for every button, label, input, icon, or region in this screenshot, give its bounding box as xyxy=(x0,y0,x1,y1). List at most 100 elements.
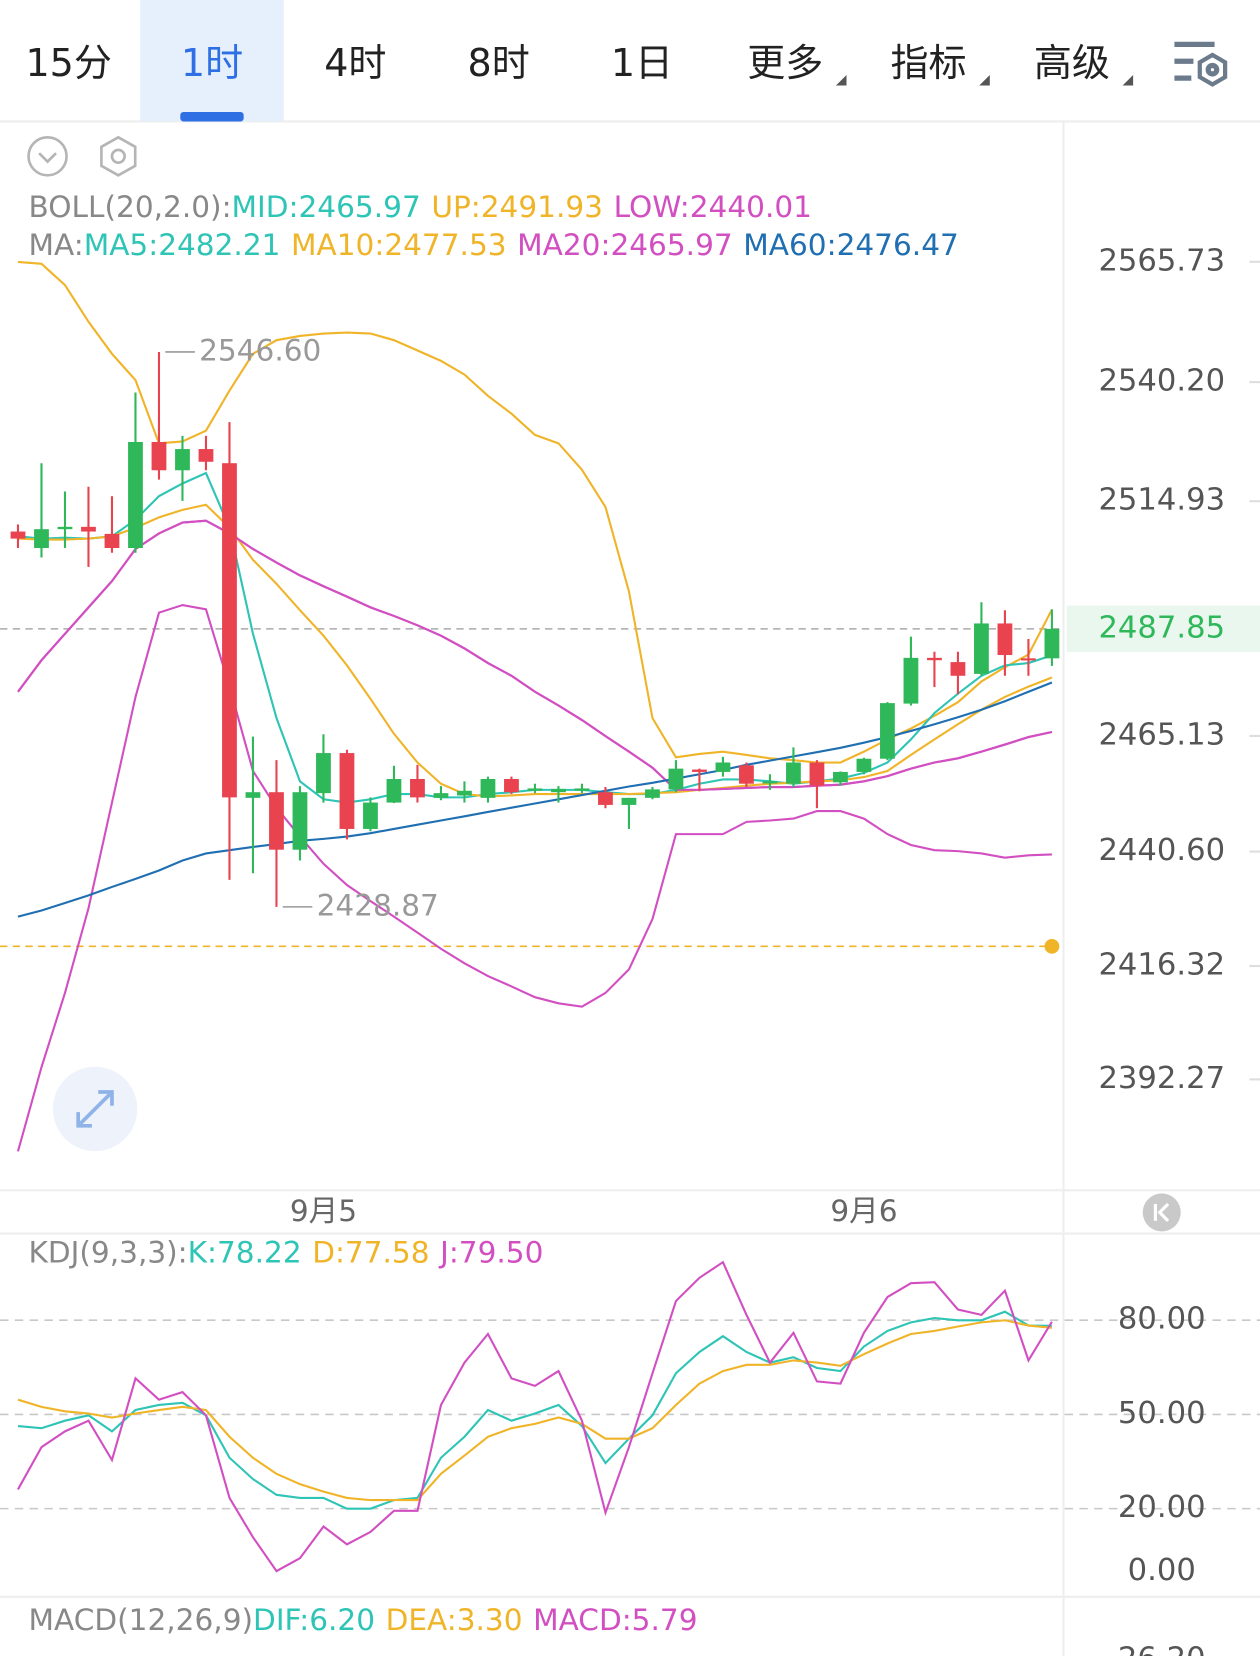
candle-body xyxy=(621,797,637,805)
dropdown-caret xyxy=(979,74,990,86)
tab[interactable]: 1时 xyxy=(181,41,243,85)
boll-line xyxy=(16,603,1052,1152)
candle-body xyxy=(833,771,848,783)
candle-body xyxy=(739,765,754,784)
y-tick-label: 2540.20 xyxy=(1098,364,1225,399)
candle-body xyxy=(222,463,237,798)
tab[interactable]: 1日 xyxy=(611,41,673,85)
legend-item: J:79.50 xyxy=(438,1235,543,1269)
legend-item: MID:2465.97 xyxy=(232,190,421,224)
boll-line xyxy=(17,519,1053,791)
candle-body xyxy=(1044,628,1060,659)
candle-body xyxy=(34,529,49,549)
collapse-button[interactable] xyxy=(27,135,68,177)
candle-body xyxy=(762,781,778,784)
y-tick-label: 50.00 xyxy=(1118,1396,1206,1431)
legend-item: K:78.22 xyxy=(188,1235,302,1269)
ma-line xyxy=(17,503,1053,798)
candle-body xyxy=(339,753,355,829)
candle-body xyxy=(480,778,496,798)
candle-body xyxy=(527,788,543,791)
candle-body xyxy=(245,792,261,798)
dropdown-caret xyxy=(835,74,847,86)
legend-prefix: MA: xyxy=(29,228,84,262)
legend-prefix: KDJ(9,3,3): xyxy=(29,1235,188,1269)
chart-settings-button[interactable] xyxy=(100,135,137,177)
candle-body xyxy=(292,792,308,850)
tab[interactable]: 更多 xyxy=(747,41,823,85)
kdj-line xyxy=(17,1310,1052,1510)
candle-body xyxy=(363,802,378,829)
indicator-legend: KDJ(9,3,3):K:78.22 D:77.58 J:79.50 xyxy=(29,1235,544,1269)
candle-body xyxy=(410,778,425,798)
candle-body xyxy=(903,657,919,704)
y-tick-label: 2416.32 xyxy=(1098,948,1225,983)
legend-prefix: MACD(12,26,9) xyxy=(29,1603,254,1637)
candle-body xyxy=(715,762,731,772)
y-tick-label: 2565.73 xyxy=(1098,243,1225,278)
candle-body xyxy=(175,449,190,471)
candle-body xyxy=(645,789,660,798)
scroll-latest-button[interactable] xyxy=(1142,1193,1181,1232)
candle-body xyxy=(104,533,120,549)
candle-body xyxy=(997,623,1013,656)
tab[interactable]: 4时 xyxy=(324,41,386,85)
tab[interactable]: 15分 xyxy=(25,41,111,85)
candle-body xyxy=(668,768,684,790)
legend-item: MACD:5.79 xyxy=(533,1603,697,1637)
candle-body xyxy=(950,662,966,676)
candle-body xyxy=(386,778,402,803)
y-tick-label: 2392.27 xyxy=(1098,1061,1225,1096)
boll-line xyxy=(17,260,1053,764)
candle-body xyxy=(856,758,872,772)
candle-body xyxy=(974,623,989,674)
legend-item: UP:2491.93 xyxy=(431,190,603,224)
x-tick-label: 9月6 xyxy=(830,1194,897,1228)
candle-body xyxy=(504,778,519,793)
tab[interactable]: 高级 xyxy=(1034,41,1110,85)
candle-body xyxy=(692,769,707,772)
candle-body xyxy=(927,657,942,661)
candle-body xyxy=(316,753,331,794)
ma-line xyxy=(17,519,1053,791)
legend-prefix: BOLL(20,2.0): xyxy=(29,190,232,224)
candle-body xyxy=(81,526,96,532)
legend-item: DIF:6.20 xyxy=(253,1603,375,1637)
candle-body xyxy=(457,790,472,796)
legend-item: MA20:2465.97 xyxy=(517,228,733,262)
indicator-legend: MA:MA5:2482.21 MA10:2477.53 MA20:2465.97 MA… xyxy=(29,228,959,262)
fullscreen-button[interactable] xyxy=(52,1066,138,1152)
candle-body xyxy=(1021,658,1036,661)
last-price-tag xyxy=(1066,605,1260,653)
kdj-line xyxy=(17,1319,1053,1502)
legend-item: MA5:2482.21 xyxy=(84,228,281,262)
kdj-line xyxy=(17,1260,1053,1573)
last-price-label: 2487.85 xyxy=(1098,610,1225,645)
active-tab-background xyxy=(140,0,284,122)
extreme-label: 2428.87 xyxy=(317,888,439,922)
active-tab-indicator xyxy=(180,111,244,122)
tab[interactable]: 8时 xyxy=(468,41,530,85)
candle-body xyxy=(880,703,895,759)
candle-body xyxy=(574,788,590,791)
settings-icon[interactable] xyxy=(1174,41,1228,87)
ma-line xyxy=(17,681,1053,918)
candle-body xyxy=(551,788,566,793)
candle-body xyxy=(198,449,214,462)
candle-body xyxy=(809,762,825,786)
indicator-legend: MACD(12,26,9)DIF:6.20 DEA:3.30 MACD:5.79 xyxy=(29,1603,698,1637)
y-tick-label: 2465.13 xyxy=(1098,717,1225,752)
candle-body xyxy=(128,441,143,549)
y-tick-label: 26.20 xyxy=(1118,1642,1206,1656)
candle-body xyxy=(786,762,801,784)
y-tick-label: 2514.93 xyxy=(1098,483,1225,518)
y-tick-label: 80.00 xyxy=(1118,1302,1206,1337)
tab[interactable]: 指标 xyxy=(891,41,967,85)
y-tick-label: 20.00 xyxy=(1118,1490,1206,1525)
y-tick-label: 0.00 xyxy=(1128,1553,1196,1588)
legend-item: D:77.58 xyxy=(312,1235,429,1269)
candle-body xyxy=(151,441,167,471)
candle-body xyxy=(269,792,284,850)
